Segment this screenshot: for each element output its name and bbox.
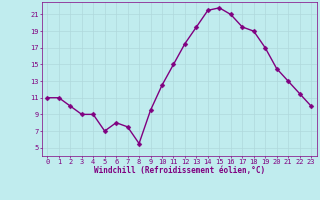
X-axis label: Windchill (Refroidissement éolien,°C): Windchill (Refroidissement éolien,°C) xyxy=(94,166,265,175)
